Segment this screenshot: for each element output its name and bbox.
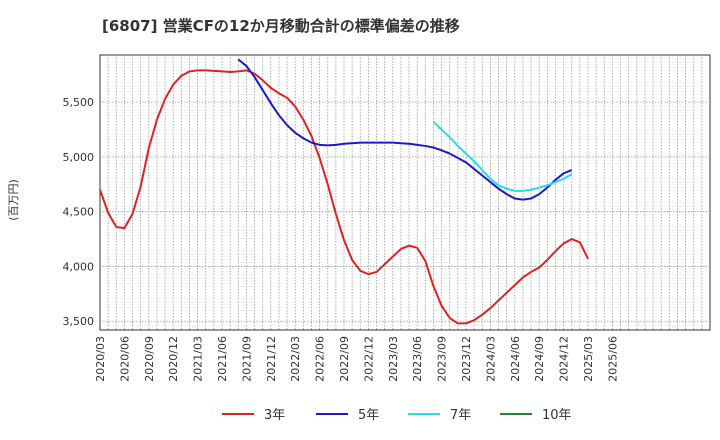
x-axis: 2020/03 2020/06 2020/09 2020/12 2021/03 2021/…	[94, 336, 619, 382]
x-tick-label: 2021/12	[265, 336, 278, 382]
x-tick-label: 2023/03	[387, 336, 400, 382]
series-line	[432, 121, 573, 192]
x-tick-label: 2023/06	[411, 336, 424, 382]
x-tick-label: 2020/12	[167, 336, 180, 382]
x-tick-label: 2020/06	[118, 336, 131, 382]
y-axis: 3,500 4,000 4,500 5,000 5,500	[63, 96, 95, 328]
plot-area	[99, 54, 711, 331]
x-tick-label: 2020/03	[94, 336, 107, 382]
y-tick-label: 3,500	[63, 315, 95, 328]
x-tick-label: 2024/12	[558, 336, 571, 382]
legend-label: 7年	[450, 408, 471, 423]
x-tick-label: 2020/09	[143, 336, 156, 382]
y-tick-label: 5,000	[63, 151, 95, 164]
x-tick-label: 2021/03	[192, 336, 205, 382]
x-tick-label: 2024/06	[509, 336, 522, 382]
y-tick-label: 5,500	[63, 96, 95, 109]
x-tick-label: 2021/06	[216, 336, 229, 382]
x-tick-label: 2022/12	[362, 336, 375, 382]
x-tick-label: 2024/09	[533, 336, 546, 382]
chart-title: [6807] 営業CFの12か月移動合計の標準偏差の推移	[102, 17, 460, 35]
series-line	[237, 58, 573, 201]
x-tick-label: 2023/09	[436, 336, 449, 382]
x-tick-label: 2022/03	[289, 336, 302, 382]
legend-label: 10年	[542, 408, 572, 423]
grid	[100, 55, 710, 330]
legend: 3年 5年 7年 10年	[222, 408, 572, 423]
y-axis-label: (百万円)	[7, 179, 20, 221]
x-tick-label: 2021/09	[240, 336, 253, 382]
x-tick-label: 2023/12	[460, 336, 473, 382]
legend-label: 5年	[358, 408, 379, 423]
x-tick-label: 2022/09	[338, 336, 351, 382]
x-tick-label: 2022/06	[314, 336, 327, 382]
series-lines	[99, 58, 589, 325]
x-tick-label: 2025/06	[606, 336, 619, 382]
y-tick-label: 4,500	[63, 206, 95, 219]
x-tick-label: 2024/03	[484, 336, 497, 382]
legend-label: 3年	[264, 408, 285, 423]
series-line	[99, 69, 589, 325]
x-tick-label: 2025/03	[582, 336, 595, 382]
y-tick-label: 4,000	[63, 260, 95, 273]
